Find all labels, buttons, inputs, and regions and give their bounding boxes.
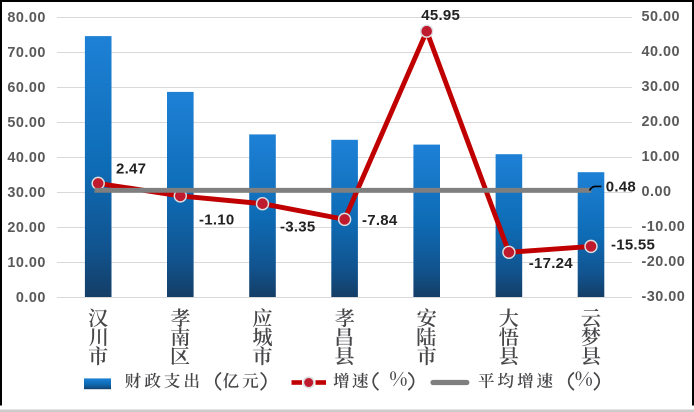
svg-text:20.00: 20.00 <box>642 114 681 130</box>
svg-text:40.00: 40.00 <box>642 44 681 60</box>
svg-text:80.00: 80.00 <box>7 10 46 26</box>
svg-text:20.00: 20.00 <box>7 220 46 236</box>
svg-text:0.00: 0.00 <box>642 184 672 200</box>
svg-text:70.00: 70.00 <box>7 45 46 61</box>
svg-text:-10.00: -10.00 <box>642 219 686 235</box>
svg-text:50.00: 50.00 <box>7 115 46 131</box>
svg-text:-1.10: -1.10 <box>199 212 234 229</box>
svg-text:-15.55: -15.55 <box>611 236 655 253</box>
svg-text:10.00: 10.00 <box>7 255 46 271</box>
svg-text:10.00: 10.00 <box>642 149 681 165</box>
svg-text:0.00: 0.00 <box>16 290 46 306</box>
svg-text:40.00: 40.00 <box>7 150 46 166</box>
svg-text:-3.35: -3.35 <box>280 219 315 236</box>
svg-text:2.47: 2.47 <box>116 161 146 178</box>
svg-text:60.00: 60.00 <box>7 80 46 96</box>
svg-text:0.48: 0.48 <box>606 179 636 196</box>
svg-text:30.00: 30.00 <box>642 79 681 95</box>
svg-text:-30.00: -30.00 <box>642 289 686 305</box>
svg-text:45.95: 45.95 <box>421 7 460 24</box>
svg-text:30.00: 30.00 <box>7 185 46 201</box>
svg-text:-20.00: -20.00 <box>642 254 686 270</box>
svg-text:-7.84: -7.84 <box>362 212 398 229</box>
svg-text:50.00: 50.00 <box>642 9 681 25</box>
svg-text:-17.24: -17.24 <box>529 255 573 272</box>
